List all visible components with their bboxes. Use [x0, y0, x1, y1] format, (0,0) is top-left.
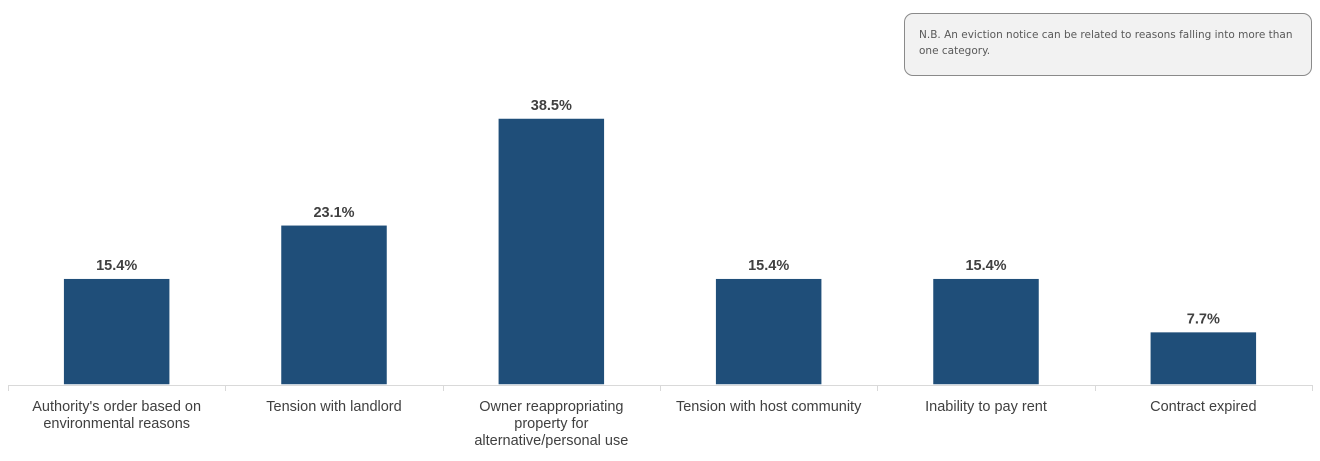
bars-group [62, 117, 1258, 386]
bar [279, 224, 389, 386]
bar-value-label: 15.4% [748, 258, 789, 274]
category-label-line: Authority's order based on [32, 399, 201, 415]
category-label-line: Tension with landlord [266, 399, 401, 415]
bar-value-label: 23.1% [313, 205, 354, 221]
bar-value-label: 15.4% [96, 258, 137, 274]
category-label: Contract expired [1150, 399, 1256, 415]
category-label-line: Tension with host community [676, 399, 862, 415]
category-label-line: environmental reasons [43, 416, 190, 432]
category-label: Tension with host community [676, 399, 862, 415]
category-label-line: Contract expired [1150, 399, 1256, 415]
bar [62, 277, 171, 386]
category-label: Inability to pay rent [925, 399, 1047, 415]
category-label-line: Inability to pay rent [925, 399, 1047, 415]
x-axis [8, 385, 1313, 391]
bar-value-label: 7.7% [1187, 312, 1220, 328]
category-label: Authority's order based on environmental … [32, 399, 201, 432]
value-labels-group: 15.4% 23.1% 38.5% 15.4% 15.4% 7.7% [96, 98, 1220, 328]
category-label: Tension with landlord [266, 399, 401, 415]
category-labels-group: Authority's order based on environmental … [32, 399, 1256, 449]
bar [714, 277, 823, 386]
category-label-line: property for [514, 416, 588, 432]
footnote-box: N.B. An eviction notice can be related t… [904, 13, 1312, 76]
category-label: Owner reappropriating property for alterna… [474, 399, 628, 449]
category-label-line: Owner reappropriating [479, 399, 623, 415]
footnote-text: N.B. An eviction notice can be related t… [919, 29, 1293, 57]
bar-value-label: 15.4% [965, 258, 1006, 274]
bar [497, 117, 606, 386]
category-label-line: alternative/personal use [474, 433, 628, 449]
bar [1149, 330, 1258, 386]
bar-value-label: 38.5% [531, 98, 572, 114]
bar [931, 277, 1041, 386]
